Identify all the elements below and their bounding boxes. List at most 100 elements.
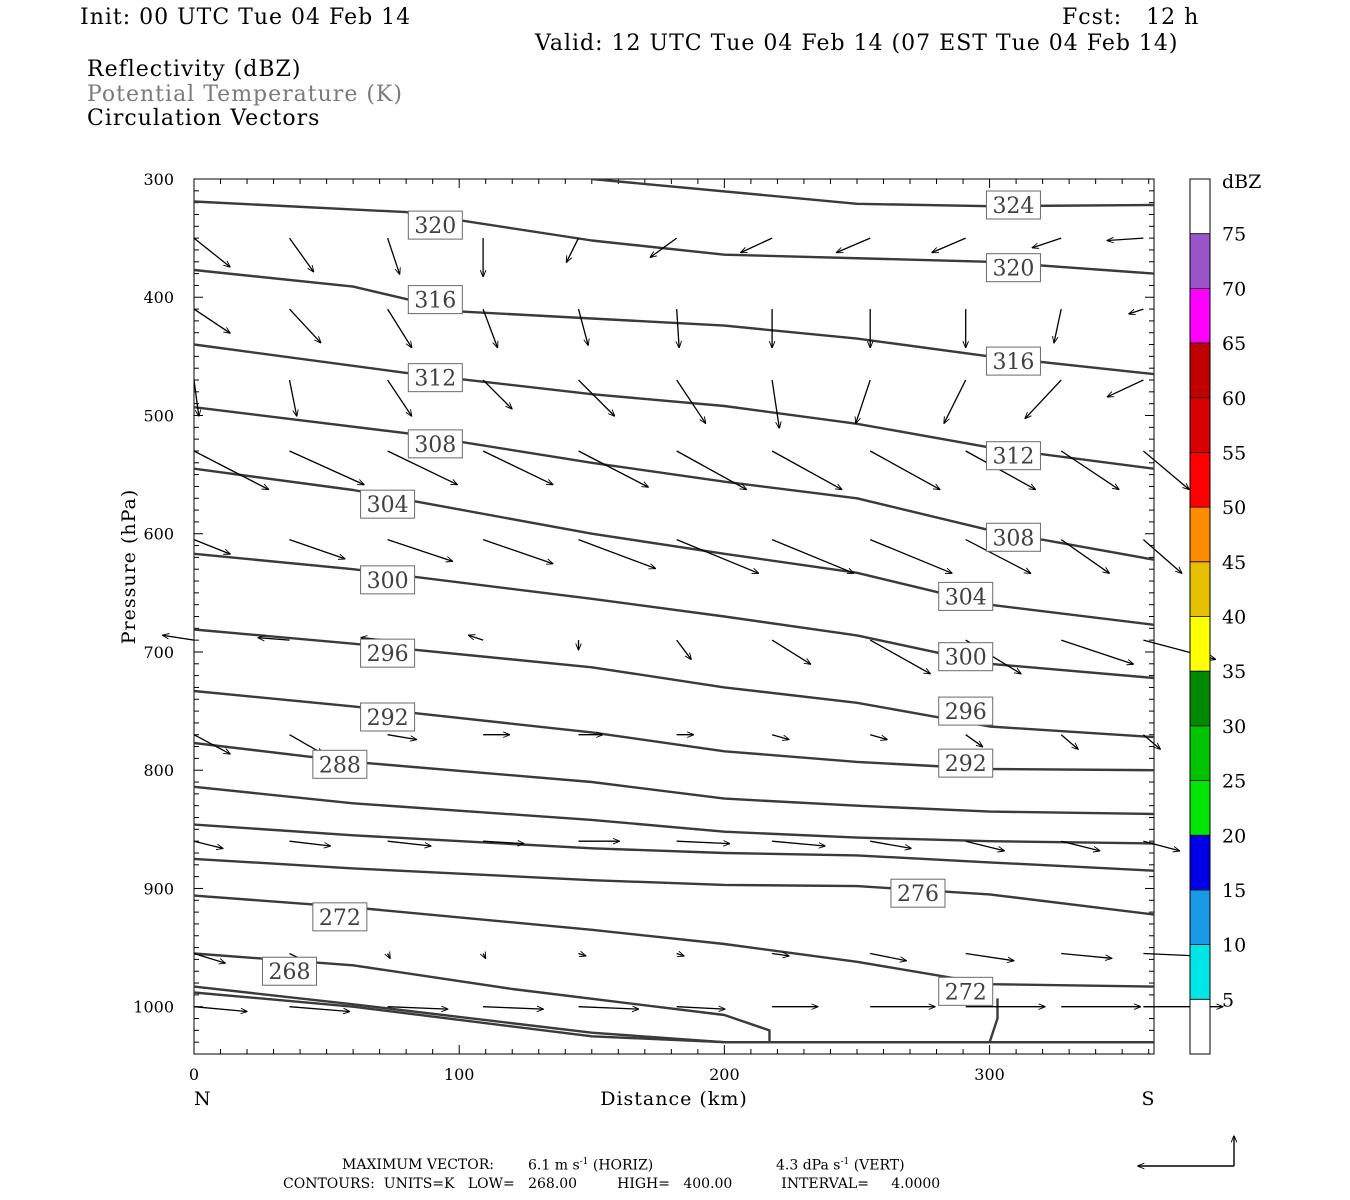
colorbar-tick-label: 10 (1222, 935, 1246, 957)
colorbar-tick-label: 55 (1222, 442, 1246, 464)
circulation-vector (676, 538, 759, 574)
contour-label: 308 (414, 433, 456, 458)
colorbar-bin (1190, 616, 1210, 672)
theta-contour (988, 998, 999, 1043)
contour-label-box (261, 956, 317, 986)
circulation-vector (193, 308, 230, 333)
vector-group (163, 238, 1223, 1011)
contour-label-box (360, 489, 416, 519)
circulation-vector (482, 450, 553, 485)
colorbar-tick-label: 50 (1222, 497, 1246, 519)
contour-label-box (407, 210, 463, 240)
colorbar-bin (1190, 397, 1210, 453)
circulation-vector (193, 450, 268, 489)
contour-label: 308 (992, 526, 1034, 551)
circulation-vector (1025, 379, 1062, 418)
y-tick-label: 1000 (133, 998, 174, 1017)
circulation-vector (578, 379, 615, 416)
y-tick-label: 600 (143, 525, 174, 544)
circulation-vector (676, 841, 730, 843)
circulation-vector (258, 638, 290, 640)
contour-label: 272 (945, 980, 987, 1005)
circulation-vector (772, 840, 825, 846)
contours-info: CONTOURS: UNITS=K LOW= 268.00 HIGH= 400.… (283, 1176, 941, 1192)
circulation-vector (1060, 539, 1109, 574)
forecast-hour: Fcst: 12 h (1062, 5, 1200, 30)
circulation-vector (1143, 954, 1196, 956)
circulation-vector (741, 237, 773, 252)
circulation-vector (387, 734, 417, 740)
colorbar-tick-label: 15 (1222, 880, 1246, 902)
circulation-vector (1142, 734, 1160, 749)
contour-label-box (407, 285, 463, 315)
y-tick-label: 500 (143, 406, 174, 425)
theta-contour (194, 268, 1154, 376)
contour-label: 312 (414, 367, 456, 392)
circulation-vector (578, 450, 649, 487)
colorbar-bin (1190, 507, 1210, 562)
circulation-vector (676, 639, 691, 659)
circulation-vector (1061, 952, 1111, 959)
theta-contour (194, 785, 1154, 845)
theta-contour (194, 991, 1154, 1044)
colorbar-tick-label: 30 (1222, 716, 1246, 738)
circulation-vector (193, 379, 199, 416)
colorbar-tick-label: 70 (1222, 278, 1246, 300)
x-tick-label: 200 (709, 1065, 740, 1084)
circulation-vector (771, 379, 779, 428)
circulation-vector (387, 538, 453, 562)
circulation-vector (193, 1006, 247, 1012)
colorbar-bin (1190, 179, 1210, 234)
contour-label-box (312, 749, 368, 779)
contour-label: 276 (897, 882, 939, 907)
circulation-vector (837, 237, 871, 252)
vert-unit: (VERT) (853, 1157, 905, 1174)
circulation-vector (1142, 450, 1189, 489)
colorbar-bin (1190, 999, 1210, 1054)
circulation-vector (193, 840, 223, 848)
circulation-vector (869, 639, 930, 674)
circulation-vector (965, 539, 1031, 574)
y-axis-title: Pressure (hPa) (118, 489, 140, 645)
colorbar-tick-label: 20 (1222, 825, 1246, 847)
colorbar-bin (1190, 671, 1210, 726)
contour-label: 312 (992, 445, 1034, 470)
circulation-vector (932, 237, 966, 252)
circulation-vector (965, 952, 1014, 961)
circulation-vector (387, 450, 458, 485)
circulation-vector (482, 308, 497, 347)
contour-label: 320 (414, 214, 456, 239)
circulation-vector (870, 952, 906, 961)
colorbar-bin (1190, 835, 1210, 890)
contour-label: 316 (992, 350, 1034, 375)
contour-label-box (407, 363, 463, 393)
x-tick-label: 300 (974, 1065, 1005, 1084)
contour-label: 272 (319, 906, 361, 931)
circulation-vector (676, 450, 747, 489)
circulation-vector (163, 635, 195, 641)
max-vector-horiz: 6.1 m s-1 (HORIZ) (528, 1157, 653, 1174)
south-end-label: S (1141, 1088, 1154, 1110)
contour-label-box (360, 702, 416, 732)
y-tick-label: 700 (143, 643, 174, 662)
colorbar-unit-label: dBZ (1222, 171, 1261, 193)
contour-label: 292 (945, 752, 987, 777)
circulation-vector (676, 954, 684, 956)
north-end-label: N (194, 1088, 211, 1110)
colorbar-tick-label: 35 (1222, 661, 1246, 683)
colorbar-tick-label: 40 (1222, 607, 1246, 629)
theta-contour (194, 628, 1154, 739)
circulation-vector (1061, 840, 1099, 851)
circulation-vector (1060, 734, 1078, 749)
contour-label-box (985, 346, 1041, 376)
circulation-vector (289, 1006, 350, 1012)
contour-label-box (360, 565, 416, 595)
circulation-vector (650, 237, 678, 257)
circulation-vector (482, 538, 553, 564)
y-tick-label: 300 (143, 170, 174, 189)
circulation-vector (483, 954, 485, 959)
circulation-vector (387, 1007, 448, 1009)
circulation-vector (1060, 639, 1133, 664)
circulation-vector (771, 639, 810, 664)
